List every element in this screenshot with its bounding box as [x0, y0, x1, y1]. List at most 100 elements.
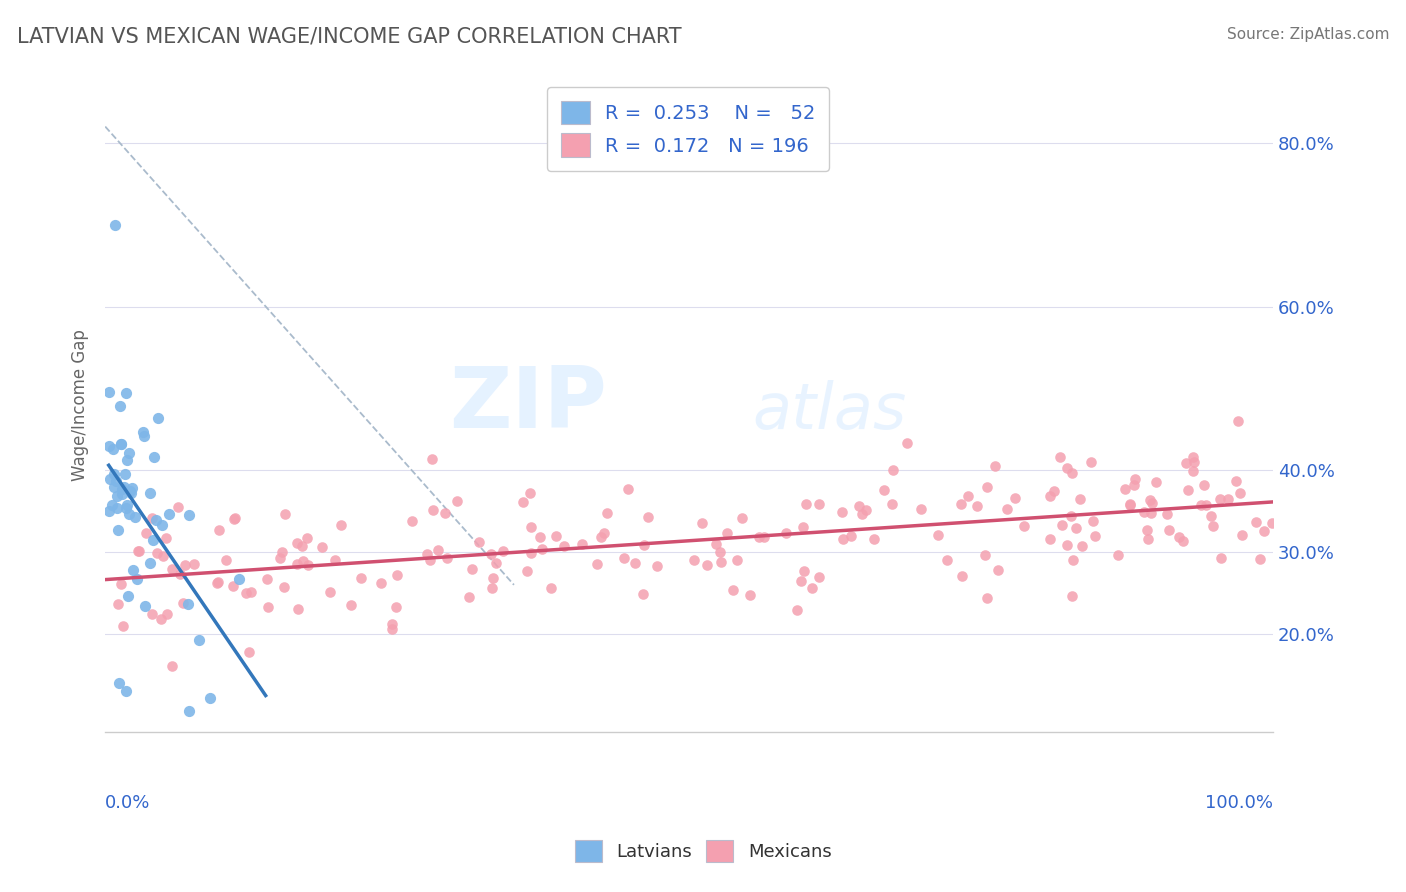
Point [285, 536, 308, 550]
Point [1244, 515, 1267, 529]
Point [1253, 524, 1275, 538]
Point [1227, 414, 1250, 428]
Point [145, 513, 167, 527]
Point [1136, 523, 1159, 537]
Point [318, 585, 340, 599]
Point [115, 386, 138, 401]
Point [172, 596, 194, 610]
Point [420, 451, 443, 466]
Point [287, 602, 309, 616]
Point [873, 483, 896, 497]
Point [752, 530, 775, 544]
Point [1189, 498, 1212, 512]
Point [291, 554, 314, 568]
Point [1177, 483, 1199, 498]
Point [107, 523, 129, 537]
Point [110, 437, 132, 451]
Point [297, 558, 319, 572]
Point [152, 549, 174, 563]
Point [274, 507, 297, 521]
Point [637, 509, 659, 524]
Point [270, 545, 292, 559]
Point [105, 489, 128, 503]
Point [160, 659, 183, 673]
Point [118, 446, 141, 460]
Point [115, 501, 138, 516]
Point [544, 529, 567, 543]
Point [138, 486, 160, 500]
Point [1249, 552, 1271, 566]
Point [205, 576, 228, 591]
Point [461, 562, 484, 576]
Point [710, 555, 733, 569]
Point [349, 571, 371, 585]
Text: LATVIAN VS MEXICAN WAGE/INCOME GAP CORRELATION CHART: LATVIAN VS MEXICAN WAGE/INCOME GAP CORRE… [17, 27, 682, 46]
Point [645, 558, 668, 573]
Point [1140, 506, 1163, 520]
Point [862, 533, 884, 547]
Point [142, 450, 165, 464]
Point [387, 568, 409, 582]
Point [1181, 450, 1204, 464]
Point [446, 493, 468, 508]
Point [1167, 530, 1189, 544]
Text: atlas: atlas [752, 380, 907, 442]
Point [117, 498, 139, 512]
Point [103, 218, 125, 232]
Point [339, 599, 361, 613]
Point [882, 498, 904, 512]
Point [553, 540, 575, 554]
Point [1144, 475, 1167, 489]
Point [224, 512, 246, 526]
Point [1107, 548, 1129, 562]
Point [124, 510, 146, 524]
Point [855, 503, 877, 517]
Point [927, 528, 949, 542]
Point [436, 551, 458, 566]
Point [434, 507, 457, 521]
Point [128, 543, 150, 558]
Point [1119, 497, 1142, 511]
Point [1139, 492, 1161, 507]
Point [709, 545, 731, 559]
Point [808, 497, 831, 511]
Point [166, 500, 188, 514]
Point [110, 400, 132, 414]
Point [103, 442, 125, 456]
Point [1070, 539, 1092, 553]
Point [110, 577, 132, 591]
Point [1039, 489, 1062, 503]
Point [1118, 498, 1140, 512]
Point [215, 553, 238, 567]
Point [118, 507, 141, 521]
Point [285, 557, 308, 571]
Point [311, 540, 333, 554]
Point [422, 503, 444, 517]
Point [520, 546, 543, 560]
Point [1069, 491, 1091, 506]
Point [148, 411, 170, 425]
Point [98, 472, 121, 486]
Point [1084, 529, 1107, 543]
Point [589, 530, 612, 544]
Point [256, 572, 278, 586]
Point [141, 607, 163, 621]
Point [134, 599, 156, 613]
Point [111, 482, 134, 496]
Point [1261, 516, 1284, 530]
Point [1080, 455, 1102, 469]
Point [381, 616, 404, 631]
Point [997, 501, 1019, 516]
Point [155, 531, 177, 545]
Point [896, 435, 918, 450]
Point [683, 552, 706, 566]
Point [122, 563, 145, 577]
Point [174, 558, 197, 572]
Point [1181, 464, 1204, 478]
Point [910, 501, 932, 516]
Point [323, 552, 346, 566]
Point [150, 612, 173, 626]
Point [839, 529, 862, 543]
Point [115, 453, 138, 467]
Point [792, 520, 814, 534]
